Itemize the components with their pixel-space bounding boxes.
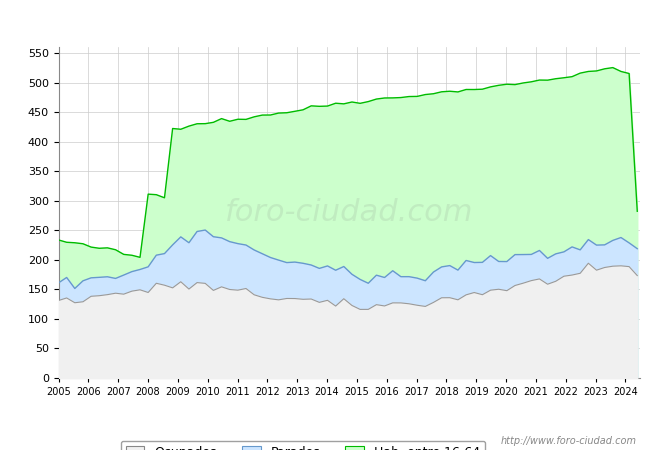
- Legend: Ocupados, Parados, Hab. entre 16-64: Ocupados, Parados, Hab. entre 16-64: [120, 441, 485, 450]
- Text: http://www.foro-ciudad.com: http://www.foro-ciudad.com: [501, 436, 637, 446]
- Text: Òrrius - Evolucion de la poblacion en edad de Trabajar Mayo de 2024: Òrrius - Evolucion de la poblacion en ed…: [72, 10, 578, 28]
- Text: foro-ciudad.com: foro-ciudad.com: [225, 198, 474, 227]
